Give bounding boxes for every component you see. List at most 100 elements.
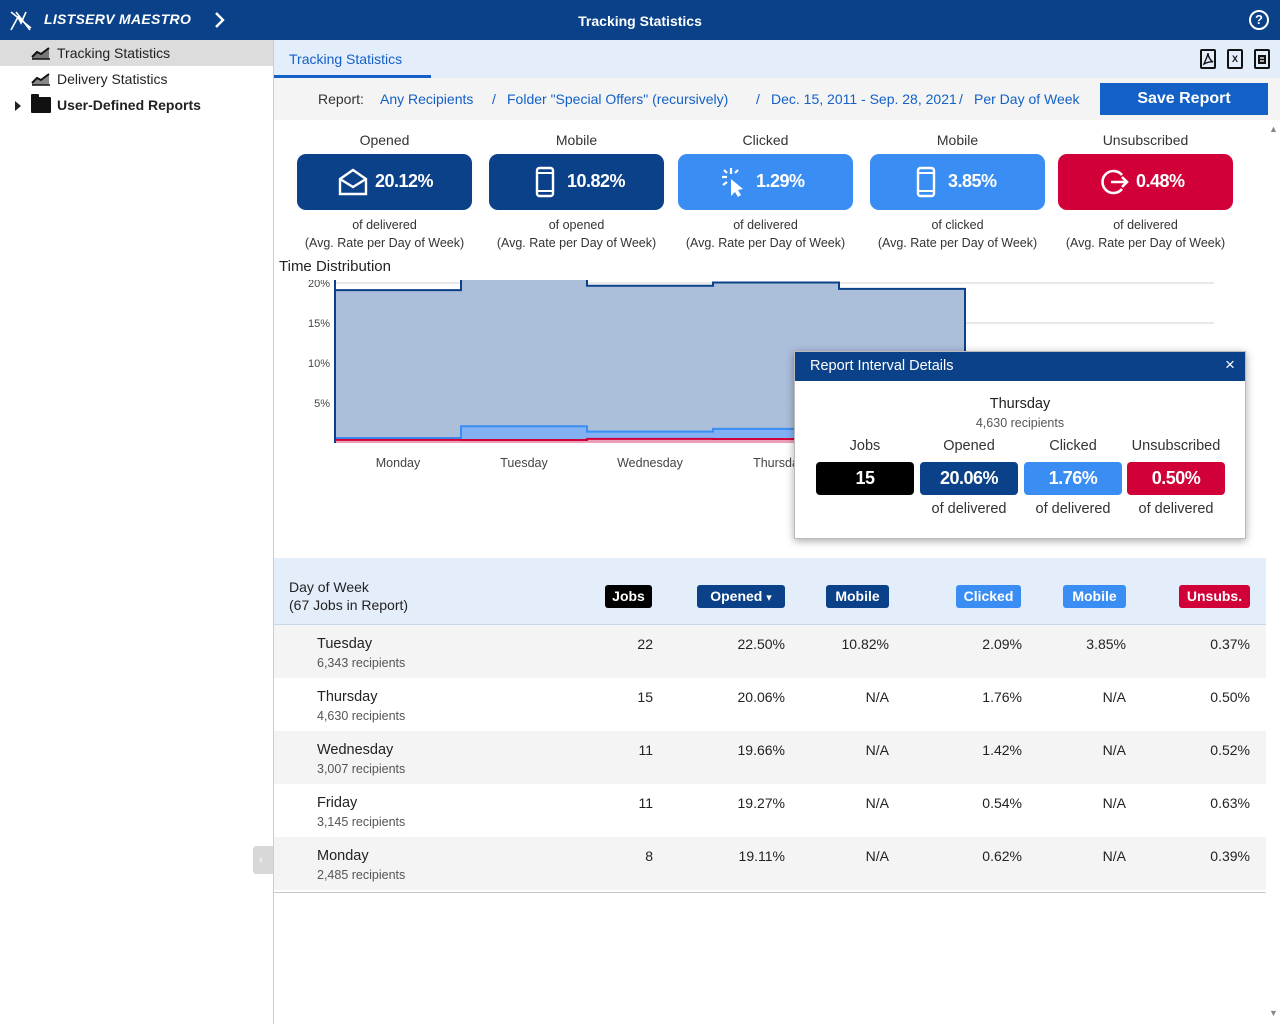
sidebar-collapse-handle[interactable]: ‹ — [253, 846, 273, 874]
breadcrumb-date-range[interactable]: Dec. 15, 2011 - Sep. 28, 2021 — [771, 91, 957, 107]
breadcrumb-grouping[interactable]: Per Day of Week — [974, 91, 1080, 107]
row-recipients: 3,145 recipients — [317, 815, 406, 829]
breadcrumb-folder[interactable]: Folder "Special Offers" (recursively) — [507, 91, 729, 107]
popup-col-value: 15 — [816, 462, 914, 495]
metric-opened: Opened 20.12% of delivered (Avg. Rate per… — [297, 132, 472, 252]
sidebar-item-label: Tracking Statistics — [57, 45, 171, 61]
column-header-label: Opened — [710, 588, 763, 604]
metric-title: Mobile — [936, 132, 979, 148]
column-header-unsubscribed[interactable]: Unsubs. — [1179, 585, 1250, 608]
sidebar-item-tracking-statistics[interactable]: Tracking Statistics — [0, 40, 273, 66]
x-tick-label: Tuesday — [500, 456, 548, 470]
row-day: Tuesday — [317, 636, 373, 652]
row-cell: N/A — [865, 848, 889, 864]
row-cell: 8 — [645, 848, 653, 864]
metric-clicked: Clicked 1.29% of delivered (Avg. Rate per… — [678, 132, 853, 252]
row-cell: 22 — [637, 636, 653, 652]
top-bar: LISTSERV MAESTRO Tracking Statistics ? — [0, 0, 1280, 40]
column-header-jobs[interactable]: Jobs — [605, 585, 652, 608]
metric-value: 0.48% — [1136, 171, 1185, 191]
column-header-mobile-opened[interactable]: Mobile — [826, 585, 889, 608]
metric-sub-note: (Avg. Rate per Day of Week) — [1065, 236, 1226, 250]
popup-col-sub: of delivered — [931, 501, 1007, 517]
table-row[interactable]: Tuesday 6,343 recipients 22 22.50% 10.82% 2.0… — [274, 625, 1266, 678]
popup-day: Thursday — [989, 396, 1051, 412]
row-cell: 3.85% — [1086, 636, 1126, 652]
scroll-down-icon[interactable]: ▼ — [1269, 1008, 1278, 1018]
row-cell: N/A — [865, 689, 889, 705]
column-header-opened[interactable]: Opened ▾ — [697, 585, 785, 608]
metric-sub: of opened — [548, 218, 605, 232]
breadcrumb-separator: / — [492, 91, 496, 107]
pdf-export-icon[interactable] — [1200, 49, 1216, 69]
popup-col-label: Jobs — [849, 438, 881, 454]
metric-mobile-clicked: Mobile 3.85% of clicked (Avg. Rate per Da… — [870, 132, 1045, 252]
row-cell: 0.62% — [982, 848, 1022, 864]
metric-title: Mobile — [555, 132, 598, 148]
metric-sub-note: (Avg. Rate per Day of Week) — [685, 236, 846, 250]
excel-export-icon[interactable]: X — [1227, 49, 1243, 69]
breadcrumb-separator: / — [959, 91, 963, 107]
row-day: Monday — [317, 848, 369, 864]
report-breadcrumb-bar: Report: Any Recipients / Folder "Special… — [274, 78, 1280, 120]
scroll-up-icon[interactable]: ▲ — [1269, 124, 1278, 134]
section-title: Time Distribution — [279, 258, 391, 275]
column-header-mobile-clicked[interactable]: Mobile — [1063, 585, 1126, 608]
row-cell: N/A — [1102, 689, 1126, 705]
metric-value: 20.12% — [375, 171, 434, 191]
metric-value: 1.29% — [756, 171, 805, 191]
metric-sub: of clicked — [931, 218, 984, 232]
row-cell: 1.76% — [982, 689, 1022, 705]
row-cell: N/A — [1102, 742, 1126, 758]
sidebar-item-label: Delivery Statistics — [57, 71, 168, 87]
breadcrumb-recipients[interactable]: Any Recipients — [380, 91, 474, 107]
row-cell: 20.06% — [737, 689, 785, 705]
metric-unsubscribed: Unsubscribed 0.48% of delivered (Avg. Rat… — [1058, 132, 1233, 252]
close-icon[interactable]: × — [1225, 355, 1235, 374]
row-cell: 22.50% — [737, 636, 785, 652]
help-icon[interactable]: ? — [1249, 10, 1269, 30]
sidebar-item-user-defined-reports[interactable]: User-Defined Reports — [0, 92, 273, 118]
tab-tracking-statistics[interactable]: Tracking Statistics — [274, 40, 431, 78]
row-cell: 0.63% — [1210, 795, 1250, 811]
x-tick-label: Wednesday — [617, 456, 684, 470]
metric-box: 10.82% — [489, 154, 664, 210]
popup-clicked: Clicked 1.76% of delivered — [1024, 438, 1122, 517]
sort-desc-icon: ▾ — [766, 592, 772, 604]
vertical-scrollbar[interactable]: ▲ ▼ — [1266, 120, 1280, 1024]
expand-triangle-icon[interactable] — [15, 101, 21, 111]
tab-label: Tracking Statistics — [289, 51, 403, 67]
column-header-clicked[interactable]: Clicked — [956, 585, 1021, 608]
brand-name: LISTSERV MAESTRO — [44, 11, 192, 27]
series-line — [334, 280, 966, 443]
metric-title: Clicked — [742, 132, 789, 148]
row-cell: 0.39% — [1210, 848, 1250, 864]
table-row[interactable]: Wednesday 3,007 recipients 11 19.66% N/A 1.42… — [274, 731, 1266, 784]
mobile-phone-icon — [535, 166, 555, 198]
app-title: Tracking Statistics — [578, 13, 702, 29]
popup-recipients: 4,630 recipients — [975, 416, 1065, 430]
save-report-button[interactable]: Save Report — [1100, 83, 1268, 115]
popup-col-sub: of delivered — [1138, 501, 1214, 517]
popup-col-label: Opened — [943, 438, 995, 454]
metric-value: 10.82% — [567, 171, 626, 191]
popup-col-value: 20.06% — [920, 462, 1018, 495]
metric-box: 3.85% — [870, 154, 1045, 210]
folder-icon — [31, 94, 51, 113]
column-header-day-of-week[interactable]: Day of Week — [289, 579, 369, 595]
metric-mobile-opened: Mobile 10.82% of opened (Avg. Rate per Da… — [489, 132, 664, 252]
table-bottom-border — [274, 892, 1266, 893]
row-day: Friday — [317, 795, 358, 811]
table-row[interactable]: Monday 2,485 recipients 8 19.11% N/A 0.62% N/A… — [274, 837, 1266, 890]
chevron-right-icon[interactable] — [210, 10, 230, 30]
table-row[interactable]: Friday 3,145 recipients 11 19.27% N/A 0.54% N/… — [274, 784, 1266, 837]
sidebar-item-delivery-statistics[interactable]: Delivery Statistics — [0, 66, 273, 92]
metric-title: Unsubscribed — [1102, 132, 1189, 148]
row-cell: 11 — [638, 742, 653, 758]
row-cell: 2.09% — [982, 636, 1022, 652]
table-row[interactable]: Thursday 4,630 recipients 15 20.06% N/A 1.76%… — [274, 678, 1266, 731]
csv-export-icon[interactable] — [1254, 49, 1270, 69]
breadcrumb-separator: / — [756, 91, 760, 107]
row-cell: 0.50% — [1210, 689, 1250, 705]
row-recipients: 6,343 recipients — [317, 656, 406, 670]
